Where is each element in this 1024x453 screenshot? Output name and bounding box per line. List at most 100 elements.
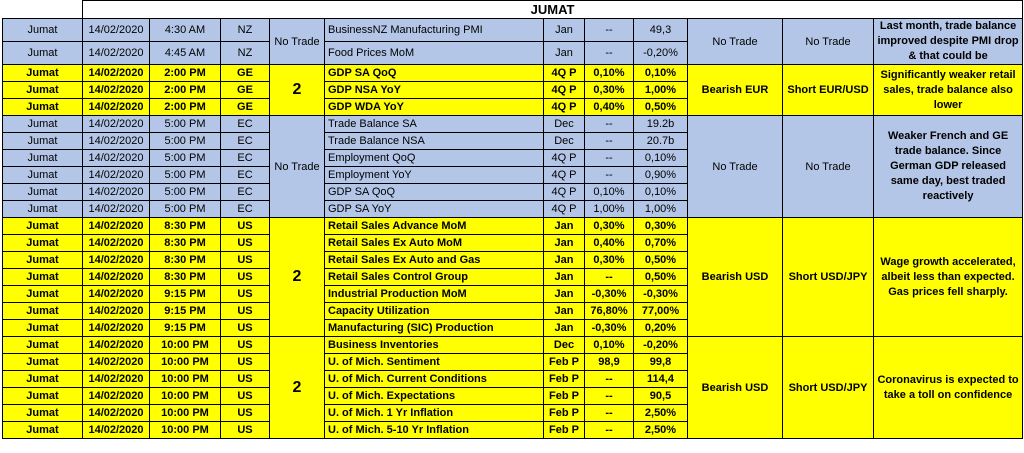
event-cell: Employment QoQ bbox=[324, 149, 544, 167]
impact-cell: 2 bbox=[269, 217, 325, 337]
event-cell: U. of Mich. 1 Yr Inflation bbox=[324, 404, 544, 422]
day-cell: Jumat bbox=[2, 166, 83, 184]
comment-cell: Last month, trade balance improved despi… bbox=[872, 18, 1024, 65]
date-cell: 14/02/2020 bbox=[82, 98, 150, 116]
date-cell: 14/02/2020 bbox=[82, 336, 150, 354]
time-cell: 2:00 PM bbox=[149, 81, 221, 99]
time-cell: 4:45 AM bbox=[149, 41, 221, 65]
day-cell: Jumat bbox=[2, 115, 83, 133]
currency-cell: US bbox=[220, 251, 270, 269]
forecast-cell: 0,40% bbox=[584, 234, 634, 252]
previous-cell: 0,10% bbox=[633, 149, 688, 167]
currency-cell: US bbox=[220, 319, 270, 337]
forecast-cell: 0,10% bbox=[584, 183, 634, 201]
forecast-cell: 0,10% bbox=[584, 64, 634, 82]
forecast-cell: 1,00% bbox=[584, 200, 634, 218]
table-row: Jumat 14/02/2020 10:00 PM US U. of Mich. 1 Y… bbox=[2, 404, 1023, 422]
day-cell: Jumat bbox=[2, 200, 83, 218]
previous-cell: 0,50% bbox=[633, 98, 688, 116]
table-row: Jumat 14/02/2020 9:15 PM US Industrial Produ… bbox=[2, 285, 1023, 303]
period-cell: Jan bbox=[543, 217, 585, 235]
comment-cell: Weaker French and GE trade balance. Sinc… bbox=[872, 115, 1024, 218]
currency-cell: EC bbox=[220, 132, 270, 150]
table-row: Jumat 14/02/2020 5:00 PM EC GDP SA YoY 4Q P 1,… bbox=[2, 200, 1023, 218]
date-cell: 14/02/2020 bbox=[82, 421, 150, 439]
forecast-cell: -- bbox=[584, 18, 634, 42]
currency-cell: US bbox=[220, 336, 270, 354]
currency-cell: US bbox=[220, 421, 270, 439]
period-cell: Jan bbox=[543, 302, 585, 320]
event-cell: U. of Mich. 5-10 Yr Inflation bbox=[324, 421, 544, 439]
previous-cell: 0,30% bbox=[633, 217, 688, 235]
period-cell: Jan bbox=[543, 268, 585, 286]
time-cell: 5:00 PM bbox=[149, 166, 221, 184]
impact-cell: No Trade bbox=[269, 18, 325, 65]
previous-cell: 0,90% bbox=[633, 166, 688, 184]
event-cell: GDP SA YoY bbox=[324, 200, 544, 218]
impact-cell: No Trade bbox=[269, 115, 325, 218]
period-cell: 4Q P bbox=[543, 64, 585, 82]
table-row: Jumat 14/02/2020 10:00 PM US U. of Mich. 5-1… bbox=[2, 421, 1023, 439]
period-cell: Jan bbox=[543, 319, 585, 337]
table-row: Jumat 14/02/2020 5:00 PM EC GDP SA QoQ 4Q P 0,… bbox=[2, 183, 1023, 201]
forecast-cell: -- bbox=[584, 41, 634, 65]
date-cell: 14/02/2020 bbox=[82, 302, 150, 320]
table-row: Jumat 14/02/2020 10:00 PM US 2 Business Inven… bbox=[2, 336, 1024, 439]
period-cell: 4Q P bbox=[543, 81, 585, 99]
forecast-cell: -- bbox=[584, 404, 634, 422]
day-cell: Jumat bbox=[2, 234, 83, 252]
forecast-cell: 76,80% bbox=[584, 302, 634, 320]
table-row: Jumat 14/02/2020 5:00 PM EC No Trade Trade Ba… bbox=[2, 115, 1024, 218]
date-cell: 14/02/2020 bbox=[82, 234, 150, 252]
date-cell: 14/02/2020 bbox=[82, 166, 150, 184]
day-cell: Jumat bbox=[2, 98, 83, 116]
time-cell: 10:00 PM bbox=[149, 404, 221, 422]
time-cell: 8:30 PM bbox=[149, 217, 221, 235]
period-cell: 4Q P bbox=[543, 166, 585, 184]
event-cell: Trade Balance SA bbox=[324, 115, 544, 133]
period-cell: 4Q P bbox=[543, 149, 585, 167]
currency-cell: GE bbox=[220, 81, 270, 99]
currency-cell: US bbox=[220, 302, 270, 320]
time-cell: 10:00 PM bbox=[149, 353, 221, 371]
forecast-cell: 0,30% bbox=[584, 217, 634, 235]
currency-cell: EC bbox=[220, 200, 270, 218]
currency-cell: NZ bbox=[220, 18, 270, 42]
day-cell: Jumat bbox=[2, 370, 83, 388]
day-cell: Jumat bbox=[2, 251, 83, 269]
previous-cell: 19.2b bbox=[633, 115, 688, 133]
day-cell: Jumat bbox=[2, 183, 83, 201]
period-cell: Feb P bbox=[543, 421, 585, 439]
event-cell: U. of Mich. Expectations bbox=[324, 387, 544, 405]
date-cell: 14/02/2020 bbox=[82, 251, 150, 269]
previous-cell: 0,10% bbox=[633, 183, 688, 201]
date-cell: 14/02/2020 bbox=[82, 64, 150, 82]
forecast-cell: -- bbox=[584, 268, 634, 286]
time-cell: 4:30 AM bbox=[149, 18, 221, 42]
previous-cell: 20.7b bbox=[633, 132, 688, 150]
period-cell: Dec bbox=[543, 115, 585, 133]
date-cell: 14/02/2020 bbox=[82, 268, 150, 286]
event-cell: GDP SA QoQ bbox=[324, 64, 544, 82]
forecast-cell: 0,10% bbox=[584, 336, 634, 354]
previous-cell: 77,00% bbox=[633, 302, 688, 320]
date-cell: 14/02/2020 bbox=[82, 18, 150, 42]
previous-cell: 0,10% bbox=[633, 64, 688, 82]
date-cell: 14/02/2020 bbox=[82, 404, 150, 422]
date-cell: 14/02/2020 bbox=[82, 285, 150, 303]
time-cell: 10:00 PM bbox=[149, 421, 221, 439]
previous-cell: 2,50% bbox=[633, 421, 688, 439]
day-cell: Jumat bbox=[2, 132, 83, 150]
bias-cell: Bearish USD bbox=[687, 336, 783, 439]
date-cell: 14/02/2020 bbox=[82, 115, 150, 133]
table-row: Jumat 14/02/2020 4:30 AM NZ No Trade Business… bbox=[2, 18, 1024, 65]
event-cell: Manufacturing (SIC) Production bbox=[324, 319, 544, 337]
previous-cell: -0,20% bbox=[633, 41, 688, 65]
date-cell: 14/02/2020 bbox=[82, 319, 150, 337]
bias-cell: Bearish USD bbox=[687, 217, 783, 337]
previous-cell: 0,20% bbox=[633, 319, 688, 337]
forecast-cell: -- bbox=[584, 166, 634, 184]
day-cell: Jumat bbox=[2, 268, 83, 286]
